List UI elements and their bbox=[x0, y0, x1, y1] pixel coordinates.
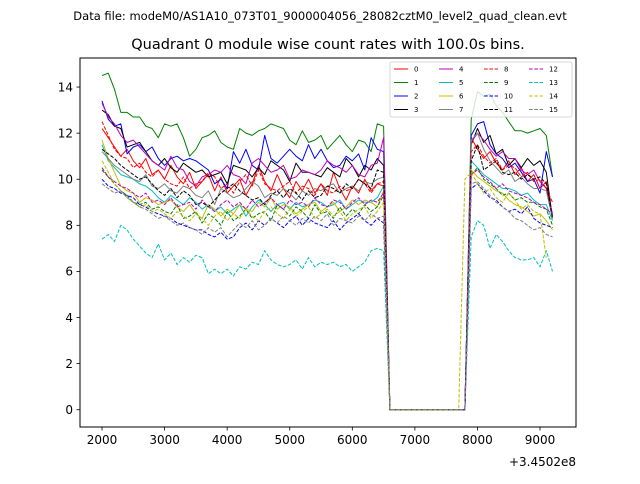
legend-item-3: 3 bbox=[394, 106, 418, 114]
y-tick-label: 4 bbox=[65, 311, 73, 325]
y-tick-label: 10 bbox=[58, 173, 73, 187]
y-tick-label: 6 bbox=[65, 265, 73, 279]
legend-item-13: 13 bbox=[529, 79, 558, 87]
chart-suptitle: Data file: modeM0/AS1A10_073T01_90000040… bbox=[73, 9, 567, 23]
x-tick-label: 4000 bbox=[212, 433, 243, 447]
legend-label: 7 bbox=[459, 106, 463, 114]
y-tick-label: 2 bbox=[65, 357, 73, 371]
legend-label: 1 bbox=[414, 79, 418, 87]
legend-label: 10 bbox=[504, 93, 513, 101]
legend-label: 2 bbox=[414, 93, 418, 101]
series-line-11 bbox=[101, 144, 553, 411]
x-tick-label: 2000 bbox=[87, 433, 118, 447]
x-tick-label: 9000 bbox=[525, 433, 556, 447]
legend-item-5: 5 bbox=[439, 79, 463, 87]
series-line-3 bbox=[101, 109, 553, 411]
legend-item-10: 10 bbox=[484, 93, 513, 101]
legend-label: 3 bbox=[414, 106, 418, 114]
x-tick-label: 3000 bbox=[149, 433, 180, 447]
x-tick-label: 6000 bbox=[337, 433, 368, 447]
legend-label: 4 bbox=[459, 66, 464, 74]
x-tick-label: 7000 bbox=[400, 433, 431, 447]
legend-item-9: 9 bbox=[484, 79, 508, 87]
y-tick-label: 14 bbox=[58, 80, 73, 94]
legend-label: 11 bbox=[504, 106, 513, 114]
legend-label: 9 bbox=[504, 79, 508, 87]
legend-item-0: 0 bbox=[394, 66, 418, 74]
y-tick-label: 12 bbox=[58, 126, 73, 140]
legend-label: 12 bbox=[549, 66, 558, 74]
legend-label: 14 bbox=[549, 93, 558, 101]
y-tick-label: 0 bbox=[65, 403, 73, 417]
legend-item-7: 7 bbox=[439, 106, 463, 114]
series-line-8 bbox=[101, 121, 553, 411]
legend-label: 13 bbox=[549, 79, 558, 87]
ticks-layer: 2000 3000 4000 5000 6000 7000 8000 9000 0 2 4 6 8 10 1… bbox=[58, 80, 556, 447]
legend-item-14: 14 bbox=[529, 93, 558, 101]
legend-item-12: 12 bbox=[529, 66, 558, 74]
series-line-2 bbox=[101, 100, 553, 411]
legend-item-11: 11 bbox=[484, 106, 513, 114]
legend-item-6: 6 bbox=[439, 93, 464, 101]
series-layer bbox=[101, 72, 553, 411]
x-offset-text: +3.4502e8 bbox=[509, 455, 576, 469]
legend-item-8: 8 bbox=[484, 66, 508, 74]
legend-label: 5 bbox=[459, 79, 463, 87]
series-line-14 bbox=[101, 160, 547, 411]
series-line-1 bbox=[101, 72, 553, 411]
legend-label: 0 bbox=[414, 66, 418, 74]
x-tick-label: 8000 bbox=[462, 433, 493, 447]
series-line-10 bbox=[101, 178, 553, 411]
legend-item-15: 15 bbox=[529, 106, 558, 114]
y-tick-label: 8 bbox=[65, 219, 73, 233]
series-line-12 bbox=[101, 169, 553, 411]
legend-label: 6 bbox=[459, 93, 464, 101]
chart-title: Quadrant 0 module wise count rates with … bbox=[131, 37, 525, 53]
legend-box bbox=[389, 61, 573, 118]
legend-label: 15 bbox=[549, 106, 558, 114]
legend-item-1: 1 bbox=[394, 79, 418, 87]
x-tick-label: 5000 bbox=[274, 433, 305, 447]
legend-item-4: 4 bbox=[439, 66, 464, 74]
series-line-9 bbox=[101, 167, 553, 411]
legend-label: 8 bbox=[504, 66, 508, 74]
series-line-7 bbox=[101, 132, 553, 411]
axes-frame bbox=[79, 57, 577, 428]
series-line-0 bbox=[101, 128, 553, 411]
series-line-15 bbox=[101, 181, 553, 411]
series-line-5 bbox=[101, 144, 553, 411]
legend-item-2: 2 bbox=[394, 93, 418, 101]
series-line-13 bbox=[101, 220, 553, 411]
